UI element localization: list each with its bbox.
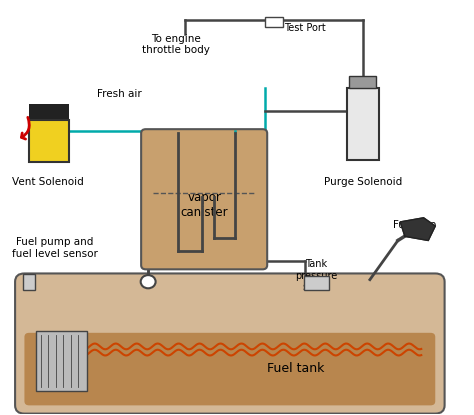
Bar: [349, 76, 376, 88]
Bar: [24, 274, 35, 290]
Circle shape: [141, 275, 155, 288]
Text: Fuel tank: Fuel tank: [266, 362, 324, 375]
Bar: [29, 105, 69, 120]
Bar: [265, 17, 283, 27]
Text: Fresh air: Fresh air: [97, 89, 142, 99]
FancyBboxPatch shape: [141, 129, 267, 269]
Text: Test Port: Test Port: [283, 23, 325, 33]
Bar: [346, 88, 379, 160]
Bar: [29, 120, 69, 162]
Text: To engine
throttle body: To engine throttle body: [142, 34, 210, 56]
Text: Tank
pressure
senor: Tank pressure senor: [295, 259, 337, 292]
Text: Vent Solenoid: Vent Solenoid: [12, 177, 83, 187]
FancyBboxPatch shape: [25, 333, 435, 405]
Polygon shape: [400, 218, 435, 240]
FancyBboxPatch shape: [15, 273, 445, 414]
Bar: [304, 276, 329, 290]
Bar: [36, 331, 88, 391]
Text: Purge Solenoid: Purge Solenoid: [324, 177, 402, 187]
Text: Fuel pump and
fuel level sensor: Fuel pump and fuel level sensor: [12, 237, 98, 259]
Text: Fuel cap: Fuel cap: [392, 220, 436, 230]
Text: vapor
canister: vapor canister: [180, 191, 228, 220]
